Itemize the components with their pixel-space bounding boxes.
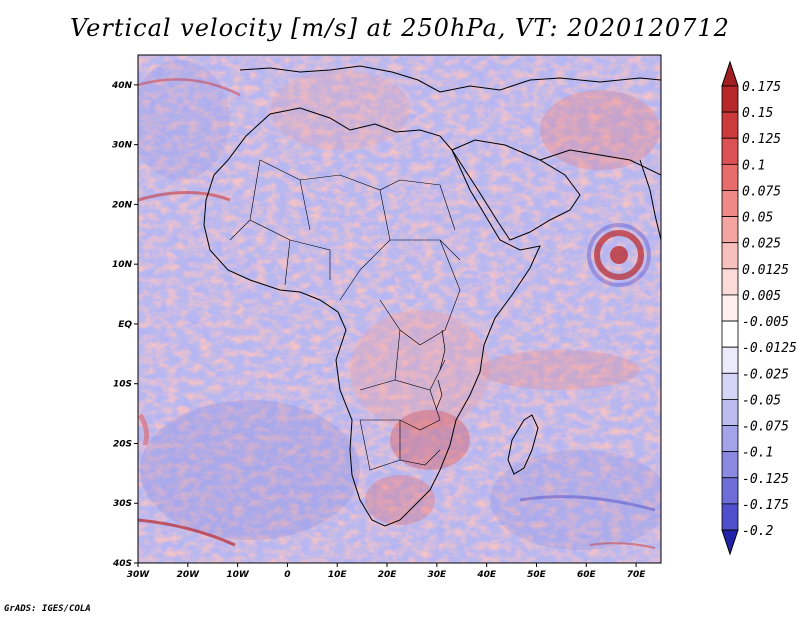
colorbar-swatch <box>721 268 739 296</box>
coastlines <box>203 65 661 527</box>
arabia-coastline <box>451 139 581 241</box>
colorbar-swatch <box>721 451 739 479</box>
country-borders <box>229 159 461 471</box>
colorbar-label: -0.005 <box>742 315 789 330</box>
colorbar-swatch <box>721 372 739 400</box>
plot-frame <box>137 54 662 564</box>
colorbar-label: -0.125 <box>742 472 789 487</box>
lon-tick-label: 60E <box>577 570 597 580</box>
latitude-labels: 40N 30N 20N 10N EQ 10S 20S 30S 40S <box>111 81 138 569</box>
lon-tick-label: 30W <box>127 570 151 580</box>
lat-tick-label: 30N <box>112 141 133 151</box>
lon-tick-label: 0 <box>284 570 290 580</box>
colorbar-label: 0.15 <box>742 106 773 121</box>
colorbar-label: -0.075 <box>742 420 789 435</box>
lon-tick-label: 40E <box>476 570 497 580</box>
colorbar-swatch <box>721 294 739 322</box>
colorbar-swatch <box>721 399 739 426</box>
colorbar-swatch <box>721 242 739 270</box>
lakes <box>435 329 446 411</box>
colorbar: 0.175 0.15 0.125 0.1 0.075 0.05 0.025 0.0125 0.0… <box>721 60 797 556</box>
colorbar-label: 0.0125 <box>742 263 789 278</box>
colorbar-swatch <box>721 503 739 531</box>
madagascar-coastline <box>507 414 539 475</box>
lon-tick-label: 20W <box>177 570 201 580</box>
longitude-labels: 30W 20W 10W 0 10E 20E 30E 40E 50E 60E 70E <box>127 563 647 580</box>
colorbar-swatch <box>721 320 739 348</box>
colorbar-label: -0.175 <box>742 498 789 513</box>
lat-tick-label: 30S <box>113 499 132 509</box>
lat-tick-label: 10S <box>113 380 132 390</box>
colorbar-label: -0.05 <box>742 393 781 408</box>
colorbar-label: -0.0125 <box>742 341 797 356</box>
colorbar-max-arrow <box>721 60 739 87</box>
colorbar-label: 0.175 <box>742 80 781 95</box>
india-coastline <box>639 159 661 241</box>
lat-tick-label: 20S <box>113 439 132 449</box>
colorbar-swatch <box>721 425 739 453</box>
lat-tick-label: 20N <box>112 200 133 210</box>
lat-tick-label: EQ <box>118 320 132 330</box>
lon-tick-label: 20E <box>378 570 398 580</box>
colorbar-swatch <box>721 111 739 139</box>
colorbar-swatch <box>721 346 739 374</box>
colorbar-label: 0.125 <box>742 132 781 147</box>
lon-tick-label: 30E <box>428 570 448 580</box>
colorbar-label: 0.005 <box>742 289 781 304</box>
chart-title: Vertical velocity [m/s] at 250hPa, VT: 2… <box>70 14 730 42</box>
colorbar-swatch <box>721 85 739 113</box>
colorbar-swatch <box>721 137 739 165</box>
lon-tick-label: 50E <box>527 570 547 580</box>
lat-tick-label: 40S <box>112 559 132 569</box>
colorbar-label: 0.1 <box>742 158 765 173</box>
colorbar-label: -0.025 <box>742 367 789 382</box>
africa-coastline <box>203 107 541 527</box>
colorbar-swatch <box>721 190 739 217</box>
colorbar-label: -0.1 <box>742 446 773 461</box>
lon-tick-label: 70E <box>627 570 647 580</box>
colorbar-swatch <box>721 163 739 191</box>
lon-tick-label: 10E <box>328 570 348 580</box>
colorbar-label: 0.05 <box>742 211 773 226</box>
footer-credit: GrADS: IGES/COLA <box>4 604 91 614</box>
colorbar-swatch <box>721 216 739 244</box>
colorbar-label: 0.025 <box>742 237 781 252</box>
colorbar-label: -0.2 <box>742 524 773 539</box>
lat-tick-label: 40N <box>111 81 133 91</box>
colorbar-label: 0.075 <box>742 184 781 199</box>
colorbar-swatch <box>721 477 739 505</box>
lon-tick-label: 10W <box>226 570 250 580</box>
iran-coastline <box>539 149 661 176</box>
lat-tick-label: 10N <box>112 260 133 270</box>
colorbar-min-arrow <box>721 529 739 556</box>
europe-coastline <box>239 65 661 93</box>
